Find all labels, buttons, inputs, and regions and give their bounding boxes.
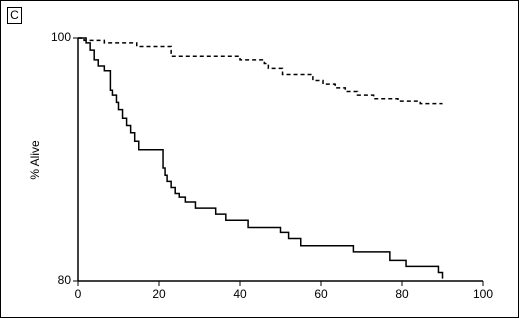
x-tick-label: 80	[395, 287, 409, 301]
x-tick-label: 0	[75, 287, 82, 301]
y-tick-label: 80	[58, 273, 72, 287]
x-tick-label: 60	[314, 287, 328, 301]
panel-label-box	[7, 7, 22, 24]
y-axis-label: % Alive	[28, 140, 42, 180]
survival-curve	[78, 37, 443, 105]
y-tick-label: 100	[51, 30, 71, 44]
x-tick-label: 40	[233, 287, 247, 301]
panel-label: C	[10, 8, 19, 22]
x-tick-label: 20	[152, 287, 166, 301]
survival-curve	[78, 37, 444, 279]
x-tick-label: 100	[473, 287, 493, 301]
